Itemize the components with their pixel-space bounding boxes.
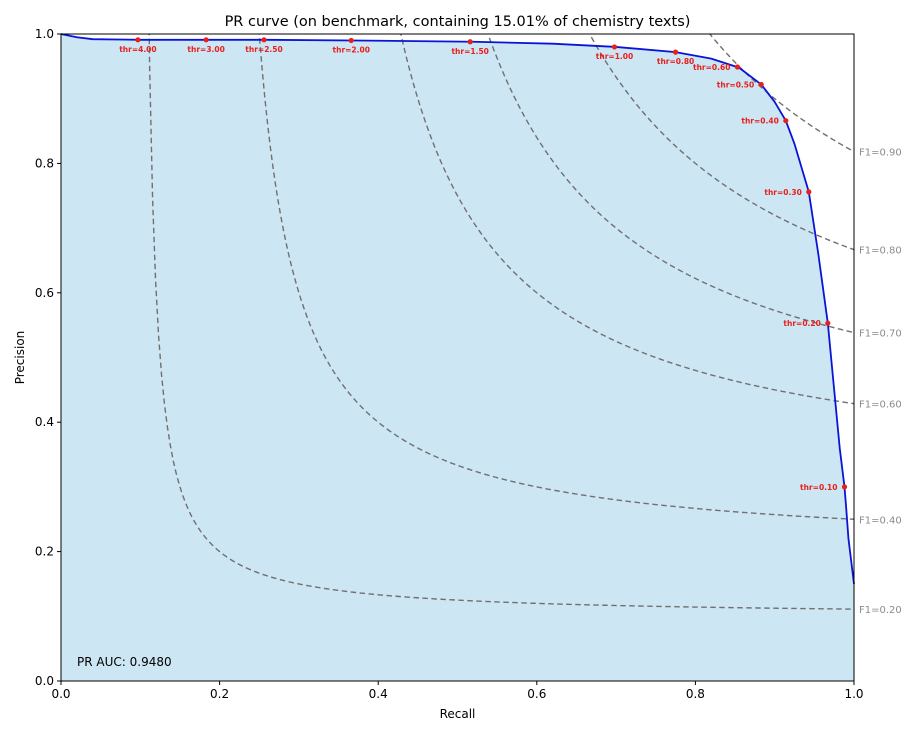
threshold-label-0: thr=4.00 — [119, 45, 156, 54]
f1-isoline-0-2 — [148, 34, 854, 610]
threshold-label-7: thr=0.60 — [693, 63, 730, 72]
threshold-marker-6 — [672, 49, 679, 55]
f1-label-0-2: F1=0.20 — [859, 605, 902, 616]
x-tick-label-2: 0.4 — [369, 687, 388, 701]
x-tick-label-0: 0.0 — [51, 687, 70, 701]
f1-label-0-6: F1=0.60 — [859, 400, 902, 411]
threshold-marker-9 — [783, 118, 789, 124]
threshold-marker-4 — [467, 39, 473, 45]
y-tick-label-3: 0.6 — [35, 286, 54, 300]
threshold-marker-3 — [348, 37, 354, 44]
y-axis-label: Precision — [13, 331, 27, 385]
plot-frame — [60, 33, 855, 682]
f1-label-0-9: F1=0.90 — [859, 148, 902, 159]
x-tick-label-4: 0.8 — [686, 687, 705, 701]
f1-label-0-8: F1=0.80 — [859, 246, 902, 257]
threshold-label-3: thr=2.00 — [333, 45, 370, 54]
threshold-label-8: thr=0.50 — [717, 80, 754, 89]
threshold-marker-7 — [734, 64, 741, 70]
y-tick-label-0: 0.0 — [35, 674, 54, 688]
plot-area: F1=0.20 F1=0.40 F1=0.60 F1=0.70 F1=0.80 F1=0.… — [35, 27, 902, 701]
threshold-label-6: thr=0.80 — [657, 57, 694, 66]
x-tick-label-5: 1.0 — [844, 687, 863, 701]
threshold-marker-0 — [135, 37, 141, 43]
threshold-label-11: thr=0.20 — [783, 319, 820, 328]
threshold-label-9: thr=0.40 — [741, 117, 778, 126]
threshold-marker-8 — [758, 81, 764, 88]
threshold-label-4: thr=1.50 — [451, 47, 488, 56]
threshold-marker-5 — [611, 44, 618, 50]
f1-label-0-4: F1=0.40 — [859, 515, 902, 526]
threshold-label-1: thr=3.00 — [187, 45, 224, 54]
x-axis-label: Recall — [440, 707, 476, 721]
pr-area-fill — [61, 34, 854, 681]
threshold-marker-1 — [203, 37, 209, 43]
pr-auc-annotation: PR AUC: 0.9480 — [77, 655, 172, 669]
f1-isolines-group — [148, 34, 854, 610]
f1-isoline-0-4 — [258, 34, 854, 520]
x-tick-label-3: 0.6 — [527, 687, 546, 701]
x-tick-label-1: 0.2 — [210, 687, 229, 701]
y-tick-label-4: 0.8 — [35, 156, 54, 170]
threshold-label-5: thr=1.00 — [596, 52, 633, 61]
threshold-marker-10 — [806, 189, 812, 195]
f1-isoline-0-8 — [588, 34, 854, 251]
threshold-label-10: thr=0.30 — [764, 188, 801, 197]
threshold-marker-12 — [841, 484, 848, 490]
f1-isoline-0-9 — [708, 34, 854, 153]
y-tick-label-1: 0.2 — [35, 545, 54, 559]
threshold-label-2: thr=2.50 — [245, 45, 282, 54]
threshold-marker-11 — [825, 320, 831, 326]
y-tick-label-2: 0.4 — [35, 415, 54, 429]
f1-label-0-7: F1=0.70 — [859, 329, 902, 340]
threshold-marker-2 — [261, 37, 267, 43]
chart-title: PR curve (on benchmark, containing 15.01… — [225, 14, 691, 30]
threshold-label-12: thr=0.10 — [800, 483, 837, 492]
y-tick-label-5: 1.0 — [35, 27, 54, 41]
